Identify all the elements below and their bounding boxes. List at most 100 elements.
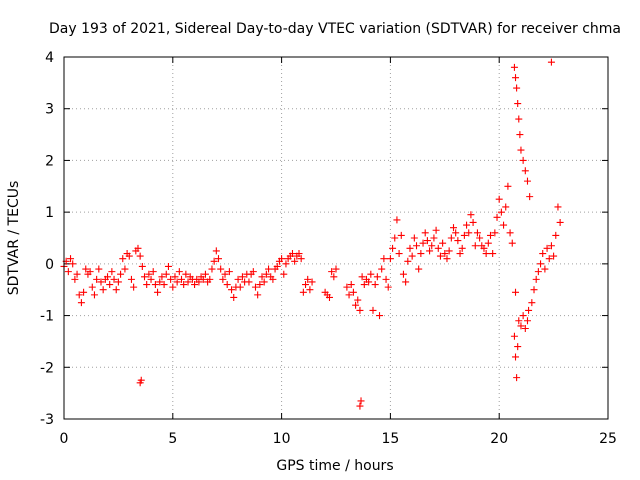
data-point bbox=[484, 239, 492, 247]
data-point bbox=[64, 268, 72, 276]
data-point bbox=[515, 115, 523, 123]
data-point bbox=[147, 275, 155, 283]
data-point bbox=[463, 221, 471, 229]
data-point bbox=[228, 286, 236, 294]
data-point bbox=[417, 250, 425, 258]
data-point bbox=[238, 273, 246, 281]
data-point bbox=[493, 213, 501, 221]
data-point bbox=[288, 250, 296, 258]
data-point bbox=[104, 273, 112, 281]
data-point bbox=[519, 156, 527, 164]
data-point bbox=[117, 270, 125, 278]
grid-lines bbox=[64, 57, 608, 419]
data-point bbox=[221, 270, 229, 278]
data-point bbox=[510, 63, 518, 71]
data-point bbox=[428, 242, 436, 250]
data-point bbox=[547, 58, 555, 66]
y-axis-label: SDTVAR / TECUs bbox=[6, 181, 22, 296]
data-point bbox=[262, 270, 270, 278]
data-point bbox=[173, 278, 181, 286]
y-tick-label: 2 bbox=[45, 153, 54, 169]
data-point bbox=[537, 260, 545, 268]
data-point bbox=[556, 218, 564, 226]
x-axis-label: GPS time / hours bbox=[276, 458, 393, 474]
data-point bbox=[489, 250, 497, 258]
data-point bbox=[378, 265, 386, 273]
data-point bbox=[265, 265, 273, 273]
data-point bbox=[217, 265, 225, 273]
data-point bbox=[514, 343, 522, 351]
data-point bbox=[541, 265, 549, 273]
data-point bbox=[439, 239, 447, 247]
data-point bbox=[328, 268, 336, 276]
data-point bbox=[415, 265, 423, 273]
data-point bbox=[356, 306, 364, 314]
data-point bbox=[125, 252, 133, 260]
data-point bbox=[145, 270, 153, 278]
data-point bbox=[554, 203, 562, 211]
data-point bbox=[423, 237, 431, 245]
data-point bbox=[443, 255, 451, 263]
data-point bbox=[410, 234, 418, 242]
data-point bbox=[539, 250, 547, 258]
data-point bbox=[156, 278, 164, 286]
y-tick-label: -1 bbox=[40, 309, 54, 325]
y-tick-label: 4 bbox=[45, 50, 54, 66]
data-point bbox=[73, 270, 81, 278]
data-point bbox=[373, 273, 381, 281]
data-point bbox=[114, 278, 122, 286]
data-point bbox=[516, 131, 524, 139]
data-point bbox=[432, 226, 440, 234]
data-point bbox=[99, 286, 107, 294]
data-point bbox=[510, 332, 518, 340]
data-point bbox=[391, 234, 399, 242]
data-point bbox=[545, 255, 553, 263]
data-point bbox=[450, 224, 458, 232]
data-point bbox=[171, 273, 179, 281]
y-tick-label: -2 bbox=[40, 360, 54, 376]
data-point bbox=[508, 239, 516, 247]
data-point bbox=[90, 291, 98, 299]
data-point bbox=[436, 252, 444, 260]
data-point bbox=[534, 268, 542, 276]
data-point bbox=[523, 177, 531, 185]
data-point bbox=[71, 275, 79, 283]
data-point bbox=[97, 278, 105, 286]
data-point bbox=[302, 281, 310, 289]
data-point bbox=[491, 229, 499, 237]
data-point bbox=[134, 244, 142, 252]
data-point bbox=[358, 273, 366, 281]
x-tick-label: 25 bbox=[599, 431, 617, 447]
data-point bbox=[382, 275, 390, 283]
data-point bbox=[513, 374, 521, 382]
data-point bbox=[421, 229, 429, 237]
data-point bbox=[295, 250, 303, 258]
y-tick-label: 1 bbox=[45, 205, 54, 221]
data-point bbox=[500, 221, 508, 229]
data-point bbox=[93, 275, 101, 283]
data-point bbox=[184, 278, 192, 286]
data-point bbox=[480, 244, 488, 252]
data-point bbox=[160, 281, 168, 289]
data-point bbox=[345, 291, 353, 299]
data-point bbox=[465, 229, 473, 237]
data-point bbox=[273, 262, 281, 270]
data-point bbox=[141, 273, 149, 281]
data-point bbox=[471, 242, 479, 250]
data-point bbox=[306, 286, 314, 294]
data-point bbox=[454, 237, 462, 245]
data-point bbox=[88, 283, 96, 291]
data-point bbox=[376, 312, 384, 320]
data-point bbox=[523, 317, 531, 325]
data-point bbox=[473, 229, 481, 237]
data-point bbox=[482, 250, 490, 258]
data-point bbox=[371, 281, 379, 289]
data-point bbox=[441, 250, 449, 258]
data-point bbox=[408, 252, 416, 260]
data-point bbox=[127, 275, 135, 283]
data-point bbox=[212, 247, 220, 255]
data-point bbox=[389, 244, 397, 252]
data-point bbox=[245, 278, 253, 286]
data-point bbox=[360, 281, 368, 289]
